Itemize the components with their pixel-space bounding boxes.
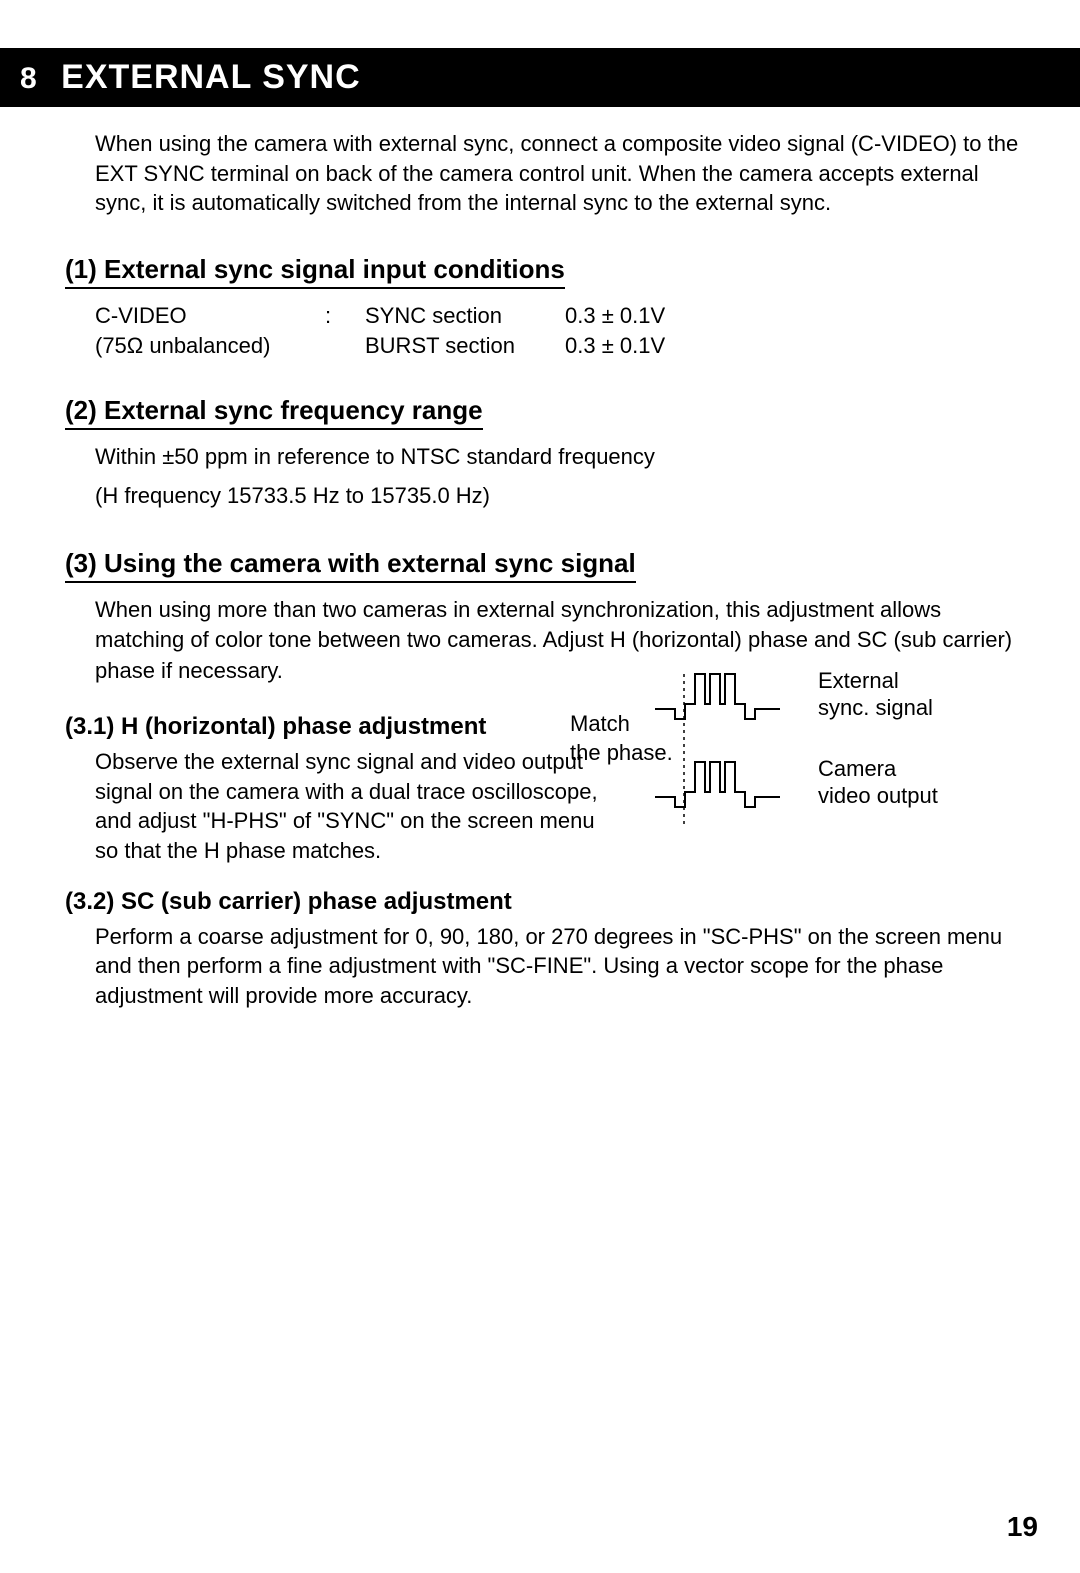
match-phase-label: Match the phase. <box>570 710 673 767</box>
alignment-line-icon <box>683 674 685 824</box>
subheading-3: (3) Using the camera with external sync … <box>65 548 636 583</box>
section-header: 8 EXTERNAL SYNC <box>0 48 1080 107</box>
table-cell: : <box>325 303 365 329</box>
sec2-body: Within ±50 ppm in reference to NTSC stan… <box>95 442 1020 512</box>
section-title: EXTERNAL SYNC <box>61 58 361 96</box>
waveform-label-bottom: Camera video output <box>818 755 938 810</box>
table-cell: C-VIDEO <box>95 303 325 329</box>
subheading-3-2: (3.2) SC (sub carrier) phase adjustment <box>65 888 1020 916</box>
waveform-diagram: Match the phase. External sync. signal C… <box>650 664 1050 840</box>
page-number: 19 <box>1007 1511 1038 1543</box>
signal-conditions-table: C-VIDEO : SYNC section 0.3 ± 0.1V (75Ω u… <box>95 303 1020 359</box>
table-cell: 0.3 ± 0.1V <box>565 303 705 329</box>
table-cell: SYNC section <box>365 303 565 329</box>
section-number: 8 <box>20 62 38 95</box>
table-cell: (75Ω unbalanced) <box>95 333 325 359</box>
freq-line-1: Within ±50 ppm in reference to NTSC stan… <box>95 442 1020 473</box>
table-cell: 0.3 ± 0.1V <box>565 333 705 359</box>
table-cell <box>325 333 365 359</box>
sec3-1-body: Observe the external sync signal and vid… <box>95 747 615 866</box>
waveform-row-bottom: Camera video output <box>650 752 1050 812</box>
table-cell: BURST section <box>365 333 565 359</box>
waveform-label-top: External sync. signal <box>818 667 933 722</box>
subheading-1: (1) External sync signal input condition… <box>65 254 565 289</box>
freq-line-2: (H frequency 15733.5 Hz to 15735.0 Hz) <box>95 481 1020 512</box>
intro-paragraph: When using the camera with external sync… <box>95 129 1020 218</box>
page-content: When using the camera with external sync… <box>0 129 1080 1011</box>
sec3-2-body: Perform a coarse adjustment for 0, 90, 1… <box>95 922 1020 1011</box>
waveform-row-top: External sync. signal <box>650 664 1050 724</box>
subheading-2: (2) External sync frequency range <box>65 395 483 430</box>
